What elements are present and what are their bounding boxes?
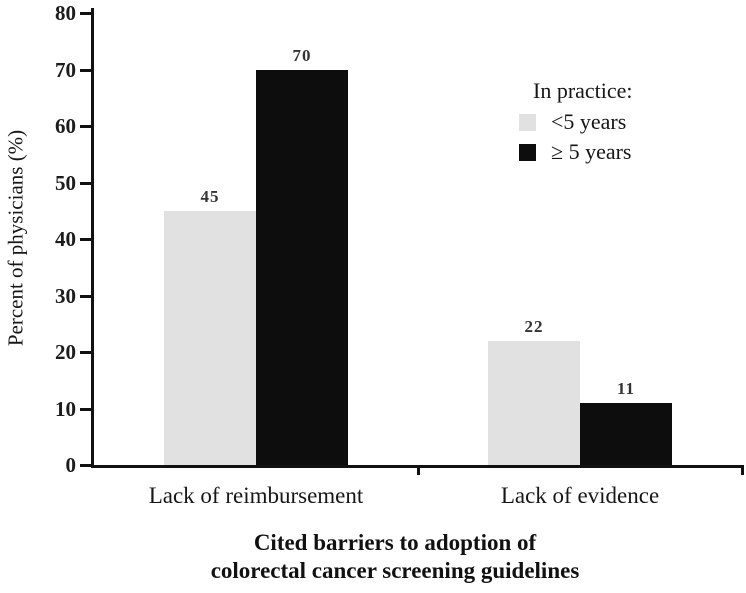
- legend: In practice: <5 years ≥ 5 years: [519, 78, 709, 164]
- y-axis-tick-label-40: 40: [55, 227, 76, 251]
- bar-under-5-years-1: [164, 210, 256, 465]
- y-axis-tick-label-60: 60: [55, 114, 76, 138]
- category-label-2: Lack of evidence: [500, 483, 660, 508]
- bar-value-label: 22: [524, 316, 544, 336]
- y-axis-tick-label-80: 80: [55, 1, 76, 25]
- legend-item-label: <5 years: [551, 109, 627, 134]
- x-axis-title-line-1: Cited barriers to adoption of: [253, 530, 537, 555]
- y-axis-tick-60: [80, 125, 92, 128]
- x-axis-title-line-2: colorectal cancer screening guidelines: [210, 558, 580, 583]
- bar-value-label: 45: [200, 186, 220, 206]
- y-axis-tick-10: [80, 407, 92, 411]
- category-label-1: Lack of reimbursement: [148, 483, 364, 508]
- x-axis-tick-2: [741, 466, 744, 475]
- bar-over-5-years-2: [580, 402, 672, 465]
- legend-item-1: <5 years: [519, 110, 709, 134]
- y-axis-tick-0: [80, 464, 92, 467]
- y-axis-tick-70: [80, 68, 92, 72]
- legend-item-2: ≥ 5 years: [519, 140, 709, 164]
- bar-value-label: 70: [292, 45, 312, 65]
- y-axis-tick-80: [80, 12, 92, 15]
- legend-swatch-icon: [519, 143, 536, 161]
- y-axis-tick-50: [80, 181, 92, 185]
- bar-over-5-years-1: [256, 69, 348, 465]
- y-axis-tick-label-20: 20: [55, 340, 76, 364]
- x-axis-title: Cited barriers to adoption of colorectal…: [44, 529, 746, 585]
- y-axis-tick-label-30: 30: [55, 283, 76, 308]
- y-axis-tick-label-0: 0: [65, 453, 77, 477]
- legend-items: <5 years ≥ 5 years: [519, 110, 709, 164]
- legend-item-label: ≥ 5 years: [551, 139, 632, 164]
- y-axis-line: [91, 8, 94, 468]
- y-axis-tick-label-70: 70: [55, 57, 76, 82]
- y-axis-tick-40: [80, 238, 92, 241]
- bar-value-label: 11: [616, 378, 636, 398]
- x-axis-tick-1: [417, 466, 420, 475]
- y-axis-tick-30: [80, 294, 92, 298]
- y-axis-tick-20: [80, 351, 92, 354]
- y-axis-tick-label-10: 10: [55, 396, 76, 421]
- y-axis-tick-label-50: 50: [55, 170, 76, 195]
- legend-title: In practice:: [533, 78, 633, 103]
- legend-swatch-icon: [519, 113, 536, 131]
- bar-under-5-years-2: [488, 340, 580, 465]
